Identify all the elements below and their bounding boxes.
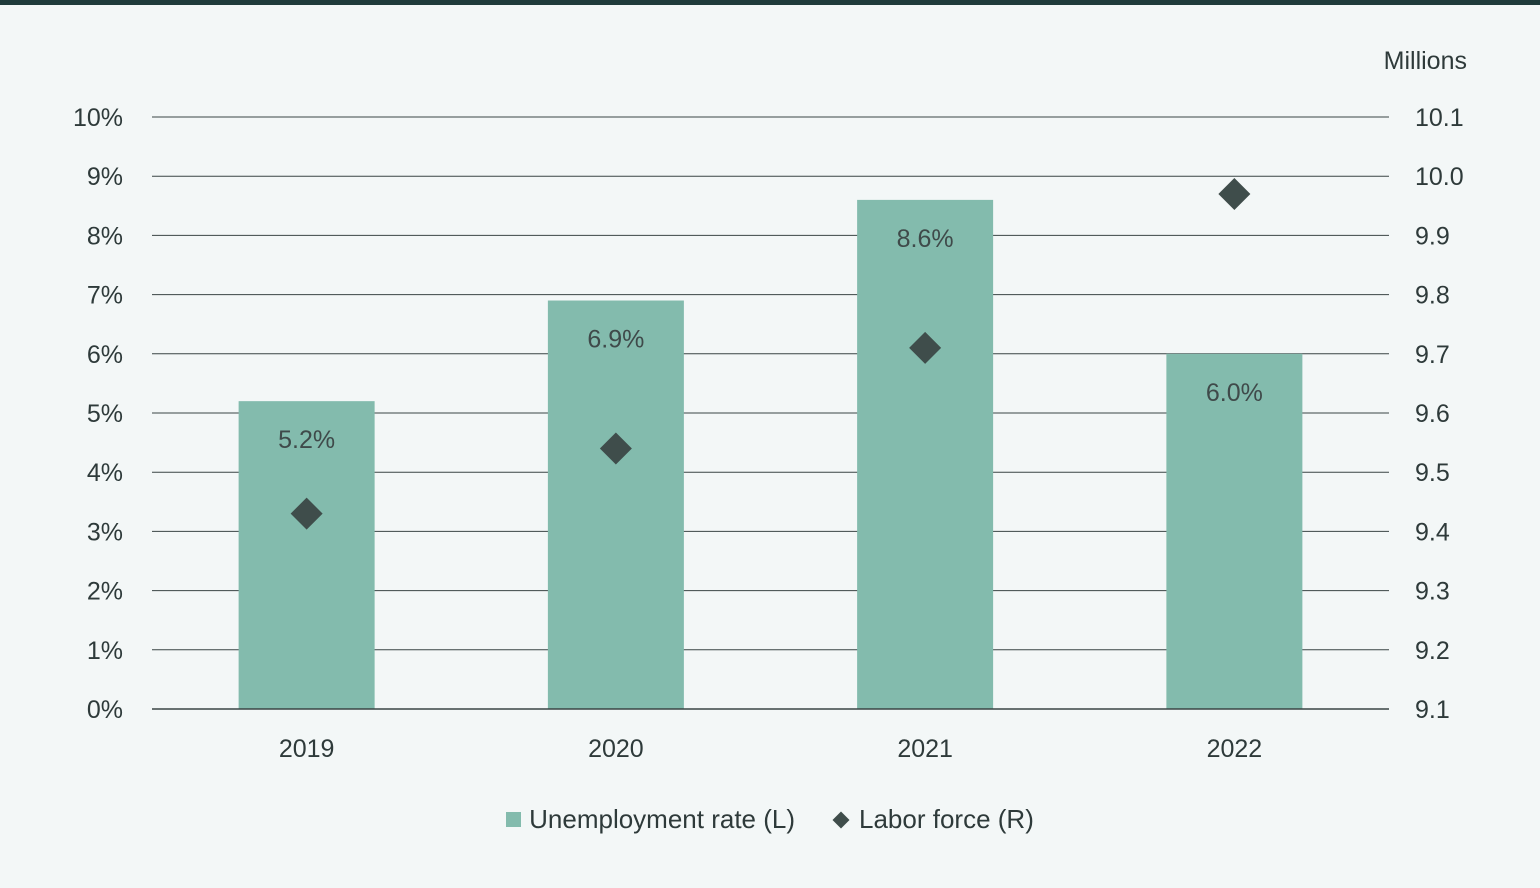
bar: [547, 300, 684, 709]
legend-label-labor-force: Labor force (R): [859, 804, 1034, 834]
x-tick-label: 2022: [1207, 735, 1263, 763]
left-tick-label: 6%: [87, 341, 123, 369]
bars: [238, 199, 1303, 709]
chart: 0%1%2%3%4%5%6%7%8%9%10% 9.19.29.39.49.59…: [73, 47, 1467, 763]
right-tick-label: 9.3: [1415, 578, 1450, 606]
x-tick-label: 2020: [588, 735, 644, 763]
legend-item-labor-force: Labor force (R): [832, 804, 1034, 835]
right-tick-label: 9.5: [1415, 459, 1450, 487]
left-tick-label: 9%: [87, 163, 123, 191]
right-tick-label: 10.0: [1415, 163, 1464, 191]
legend: Unemployment rate (L) Labor force (R): [0, 804, 1540, 835]
right-tick-label: 9.4: [1415, 518, 1450, 546]
left-tick-label: 7%: [87, 282, 123, 310]
bar-labels: 5.2% 6.9% 8.6% 6.0%: [278, 225, 1263, 454]
left-tick-label: 3%: [87, 518, 123, 546]
left-tick-label: 8%: [87, 222, 123, 250]
top-rule: [0, 0, 1540, 5]
left-tick-label: 10%: [73, 104, 123, 132]
labor-force-diamond: [290, 497, 323, 530]
right-tick-label: 9.7: [1415, 341, 1450, 369]
labor-force-diamond: [1218, 177, 1251, 210]
right-tick-label: 9.1: [1415, 696, 1450, 724]
left-tick-label: 1%: [87, 637, 123, 665]
x-tick-label: 2019: [279, 735, 335, 763]
bar: [857, 199, 994, 709]
labor-force-diamond: [599, 432, 632, 465]
right-tick-label: 9.6: [1415, 400, 1450, 428]
left-tick-label: 0%: [87, 696, 123, 724]
bar: [238, 401, 375, 709]
bar-value-label: 6.0%: [1206, 379, 1263, 407]
left-tick-label: 2%: [87, 578, 123, 606]
legend-label-unemployment: Unemployment rate (L): [529, 804, 796, 834]
bar-value-label: 5.2%: [278, 426, 335, 454]
bar-value-label: 8.6%: [897, 225, 954, 253]
right-tick-label: 9.9: [1415, 222, 1450, 250]
x-tick-label: 2021: [897, 735, 953, 763]
bar: [1166, 353, 1303, 709]
legend-item-unemployment: Unemployment rate (L): [506, 804, 795, 835]
right-tick-label: 9.2: [1415, 637, 1450, 665]
right-tick-label: 10.1: [1415, 104, 1464, 132]
labor-force-diamond: [909, 331, 942, 364]
bar-value-label: 6.9%: [587, 326, 644, 354]
left-tick-label: 4%: [87, 459, 123, 487]
legend-bar-swatch: [506, 812, 522, 827]
labor-force-markers: [290, 177, 1251, 530]
x-axis-ticks: 2019 2020 2021 2022: [279, 735, 1262, 763]
left-axis-ticks: 0% 1% 2% 3% 4% 5% 6% 7% 8% 9% 10%: [73, 104, 123, 724]
left-tick-label: 5%: [87, 400, 123, 428]
legend-diamond-icon: [832, 811, 850, 828]
right-tick-label: 9.8: [1415, 282, 1450, 310]
right-axis-ticks: 9.1 9.2 9.3 9.4 9.5 9.6 9.7 9.8 9.9 10.0 10.1: [1415, 104, 1464, 724]
right-axis-title: Millions: [1384, 47, 1467, 75]
